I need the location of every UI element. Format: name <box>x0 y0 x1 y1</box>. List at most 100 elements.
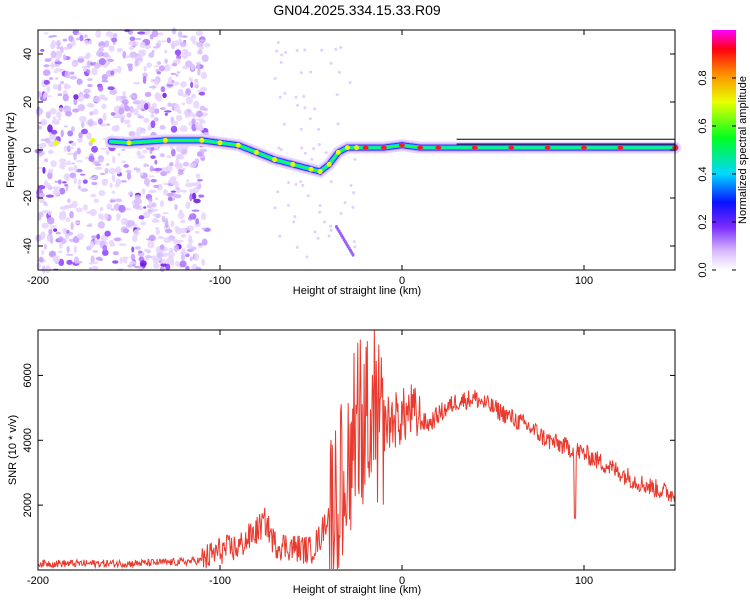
noise-blob <box>189 188 194 194</box>
noise-blob <box>112 251 119 256</box>
noise-blob <box>173 103 180 112</box>
noise-blob <box>102 52 109 58</box>
noise-blob <box>153 263 160 269</box>
noise-blob <box>58 179 62 185</box>
snr-x-tick-label: 100 <box>575 575 593 587</box>
noise-blob <box>176 154 185 160</box>
noise-blob <box>118 243 127 247</box>
noise-blob <box>136 104 144 110</box>
noise-blob <box>100 147 108 150</box>
ridge-point <box>235 142 241 148</box>
noise-blob <box>100 97 108 100</box>
noise-blob <box>163 64 171 72</box>
noise-blob <box>91 67 98 76</box>
noise-blob <box>280 53 284 57</box>
ridge-point <box>53 140 59 146</box>
noise-blob <box>157 235 165 240</box>
noise-blob <box>126 172 132 180</box>
noise-blob <box>40 138 49 142</box>
noise-blob <box>47 171 53 180</box>
noise-blob <box>148 175 155 178</box>
noise-blob <box>194 84 199 89</box>
noise-blob <box>101 103 107 110</box>
noise-blob <box>48 228 53 235</box>
noise-blob <box>275 49 279 53</box>
noise-blob <box>150 155 156 159</box>
noise-blob <box>82 204 88 211</box>
noise-blob <box>200 86 208 92</box>
noise-blob <box>44 58 52 63</box>
noise-blob <box>132 204 141 210</box>
noise-blob <box>93 62 101 69</box>
noise-blob <box>86 102 93 108</box>
noise-blob <box>83 88 91 94</box>
noise-blob <box>329 224 333 228</box>
noise-blob <box>170 40 176 49</box>
noise-blob <box>188 162 197 168</box>
noise-blob <box>278 95 282 99</box>
noise-blob <box>201 238 208 246</box>
noise-blob <box>94 163 102 167</box>
noise-blob <box>352 240 356 244</box>
ridge-point <box>362 145 369 150</box>
noise-blob <box>110 112 116 116</box>
noise-blob <box>110 208 115 211</box>
noise-blob <box>349 184 353 188</box>
noise-blob <box>151 255 157 260</box>
noise-blob <box>80 188 89 192</box>
noise-blob <box>46 216 55 225</box>
noise-blob <box>53 70 59 74</box>
noise-blob <box>94 238 101 246</box>
noise-blob <box>115 198 123 203</box>
noise-blob <box>185 96 193 105</box>
noise-blob <box>68 35 74 42</box>
noise-blob <box>52 84 59 90</box>
noise-blob <box>73 245 77 254</box>
streak-blob <box>351 253 355 257</box>
noise-blob <box>53 228 58 232</box>
noise-blob <box>50 250 56 257</box>
noise-blob <box>327 234 331 238</box>
noise-blob <box>38 256 44 263</box>
noise-blob <box>353 245 357 249</box>
noise-blob <box>95 30 102 38</box>
noise-blob <box>39 192 46 198</box>
noise-blob <box>155 228 161 235</box>
noise-blob <box>67 130 74 137</box>
noise-blob <box>86 69 91 74</box>
noise-blob <box>99 123 108 127</box>
noise-blob <box>199 39 206 43</box>
noise-blob <box>97 85 104 92</box>
noise-blob <box>78 115 87 123</box>
noise-blob <box>57 93 63 97</box>
noise-blob <box>66 152 74 155</box>
noise-blob <box>102 245 108 252</box>
noise-blob <box>110 70 115 76</box>
colorbar-label: Normalized spectral amplitude <box>737 76 749 224</box>
noise-blob <box>122 257 128 263</box>
noise-blob <box>170 190 177 193</box>
noise-blob <box>181 102 186 106</box>
noise-blob <box>188 77 194 82</box>
noise-blob <box>79 34 84 42</box>
noise-blob <box>73 256 80 264</box>
noise-blob <box>168 76 173 85</box>
noise-blob <box>63 162 72 165</box>
noise-blob <box>156 252 164 258</box>
noise-blob <box>66 145 71 153</box>
noise-blob <box>186 225 195 231</box>
noise-blob <box>191 192 197 200</box>
noise-blob <box>171 62 178 67</box>
noise-blob <box>177 31 183 38</box>
noise-blob <box>336 122 340 126</box>
noise-blob <box>152 213 157 217</box>
noise-blob <box>109 182 113 188</box>
noise-blob <box>75 160 84 163</box>
noise-blob <box>88 40 92 45</box>
spectrogram-x-axis-label: Height of straight line (km) <box>293 285 421 297</box>
noise-blob <box>134 194 141 200</box>
noise-blob <box>150 113 155 119</box>
noise-blob <box>143 248 150 253</box>
noise-blob <box>86 224 93 227</box>
noise-blob <box>173 244 180 253</box>
